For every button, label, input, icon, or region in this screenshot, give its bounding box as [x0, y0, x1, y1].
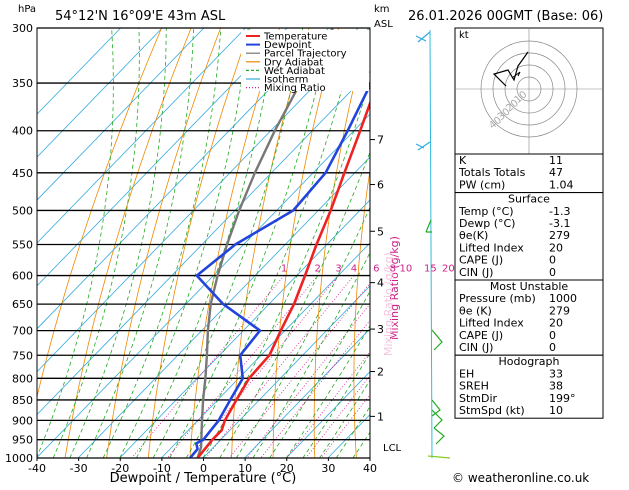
most-unstable-row-value: 0 [549, 341, 556, 354]
indices-tables: K 11 Totals Totals 47 PW (cm) 1.04 SurfaceTemp… [455, 154, 603, 418]
temperature-tick-label: 40 [363, 462, 377, 475]
pressure-tick-label: 450 [12, 167, 33, 180]
wind-profile-line [430, 30, 432, 458]
surface-title: Surface [508, 193, 550, 206]
most-unstable-row-value: 20 [549, 317, 563, 330]
pressure-tick-label: 850 [12, 394, 33, 407]
pressure-tick-label: 800 [12, 372, 33, 385]
hodograph-table-title: Hodograph [499, 355, 560, 368]
datetime-label: 26.01.2026 00GMT (Base: 06) [408, 9, 603, 24]
surface-row-label: θe(K) [459, 229, 488, 242]
mixing-ratio-value: 15 [424, 264, 437, 275]
mixing-ratio-value: 1 [281, 264, 287, 275]
pressure-tick-label: 700 [12, 325, 33, 338]
wind-barbs [416, 30, 450, 458]
surface-row-value: 279 [549, 229, 570, 242]
surface-row-label: Dewp (°C) [459, 217, 515, 230]
km-tick-label: 7 [377, 134, 384, 147]
wind-barb-300 [416, 32, 430, 42]
indices-row-value: 11 [549, 154, 563, 167]
km-tick-label: 2 [377, 366, 384, 379]
pressure-tick-label: 900 [12, 414, 33, 427]
indices-row-value: 1.04 [549, 178, 574, 191]
wind-barb-surface [428, 456, 450, 458]
indices-row-value: 47 [549, 166, 563, 179]
most-unstable-row-value: 0 [549, 329, 556, 342]
hodograph-table-row-label: StmDir [459, 392, 498, 405]
legend-label: Mixing Ratio [264, 83, 326, 94]
wind-barb-700 [432, 330, 442, 350]
dry-adiabat-line [430, 28, 457, 458]
wind-barb-900 [432, 400, 444, 444]
km-tick-label: 5 [377, 225, 384, 238]
hodograph-table-row-value: 10 [549, 404, 563, 417]
surface-row-label: CIN (J) [459, 266, 493, 279]
mixing-ratio-value: 2 [315, 264, 321, 275]
km-tick-label: 6 [377, 179, 384, 192]
pressure-axis: 300 350 400 450 500 550 600 650 700 750 800 850 900 9… [5, 22, 33, 465]
pressure-unit-label: hPa [18, 4, 36, 15]
most-unstable-row-label: θe (K) [459, 304, 492, 317]
hodograph-table-row-value: 199° [549, 392, 576, 405]
lcl-label: LCL [383, 443, 402, 454]
surface-row-value: 0 [549, 266, 556, 279]
most-unstable-row-value: 1000 [549, 292, 577, 305]
pressure-tick-label: 600 [12, 270, 33, 283]
indices-row-label: PW (cm) [459, 178, 505, 191]
mixing-ratio-title-shadow: Mixing Ratio (g/kg) [382, 252, 395, 356]
hodograph-unit: kt [459, 30, 469, 41]
mixing-ratio-value: 4 [351, 264, 357, 275]
surface-row-label: CAPE (J) [459, 254, 503, 267]
temperature-tick-label: -30 [70, 462, 88, 475]
most-unstable-title: Most Unstable [490, 280, 569, 293]
most-unstable-row-label: Pressure (mb) [459, 292, 536, 305]
km-label: km [374, 4, 390, 15]
pressure-tick-label: 500 [12, 204, 33, 217]
location-label: 54°12'N 16°09'E 43m ASL [55, 9, 226, 24]
hodograph-table-row-label: StmSpd (kt) [459, 404, 525, 417]
hodograph-table-row-value: 38 [549, 380, 563, 393]
pressure-tick-label: 750 [12, 349, 33, 362]
most-unstable-row-label: CIN (J) [459, 341, 493, 354]
surface-row-value: -3.1 [549, 217, 570, 230]
dry-adiabat-line [601, 28, 629, 458]
surface-row-value: -1.3 [549, 205, 570, 218]
mixing-ratio-value: 10 [400, 264, 413, 275]
pressure-tick-label: 400 [12, 125, 33, 138]
x-axis-title: Dewpoint / Temperature (°C) [110, 471, 297, 486]
wind-barb-430 [416, 142, 430, 150]
pressure-tick-label: 350 [12, 77, 33, 90]
mixing-ratio-value: 3 [335, 264, 341, 275]
most-unstable-row-label: CAPE (J) [459, 329, 503, 342]
surface-row-label: Temp (°C) [458, 205, 514, 218]
surface-row-value: 0 [549, 254, 556, 267]
surface-row-value: 20 [549, 241, 563, 254]
temperature-tick-label: 30 [321, 462, 335, 475]
asl-label: ASL [374, 19, 393, 30]
indices-row-label: K [459, 154, 467, 167]
km-tick-label: 1 [377, 410, 384, 423]
most-unstable-row-label: Lifted Index [459, 317, 524, 330]
credit-label: © weatheronline.co.uk [452, 471, 589, 485]
hodograph-table-row-value: 33 [549, 367, 563, 380]
mixing-ratio-value: 20 [442, 264, 455, 275]
pressure-tick-label: 650 [12, 298, 33, 311]
mixing-ratio-value: 6 [373, 264, 379, 275]
hodograph-table-row-label: SREH [459, 380, 489, 393]
indices-row-label: Totals Totals [458, 166, 526, 179]
pressure-tick-label: 300 [12, 22, 33, 35]
hodograph-table-row-label: EH [459, 367, 474, 380]
temperature-tick-label: -40 [28, 462, 46, 475]
most-unstable-row-value: 279 [549, 304, 570, 317]
pressure-tick-label: 550 [12, 238, 33, 251]
pressure-tick-label: 950 [12, 434, 33, 447]
surface-row-label: Lifted Index [459, 241, 524, 254]
